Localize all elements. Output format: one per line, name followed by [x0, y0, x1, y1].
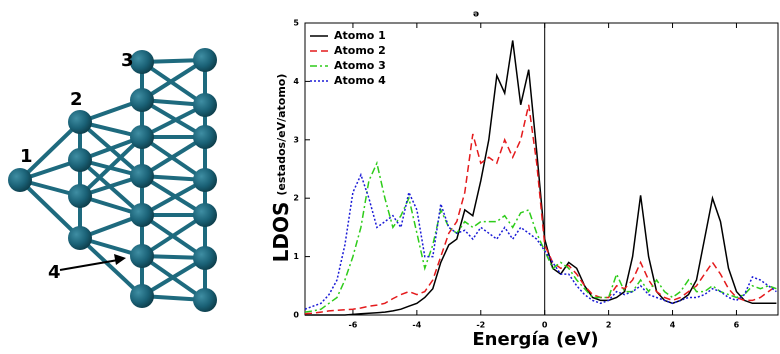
x-tick-label: 4	[670, 321, 676, 330]
y-axis-label-main: LDOS	[269, 202, 293, 263]
x-tick-label: -6	[348, 321, 357, 330]
series-line	[305, 163, 776, 312]
annotation: ə	[473, 10, 479, 20]
atom	[68, 148, 92, 172]
atom	[193, 125, 217, 149]
legend-label: Atomo 2	[334, 44, 386, 57]
y-axis-label-unit: (estados/eV/atomo)	[275, 74, 288, 196]
x-tick-label: 2	[606, 321, 612, 330]
atom	[68, 110, 92, 134]
atom	[130, 50, 154, 74]
atom	[193, 288, 217, 312]
page: 1 2 3 4 ə-6-4-20246012345Energía (eV)LDO…	[0, 0, 780, 354]
atom-label: 1	[20, 146, 33, 167]
y-tick-label: 4	[293, 77, 299, 86]
y-tick-label: 3	[293, 135, 299, 144]
cluster-diagram	[8, 48, 217, 312]
y-tick-label: 1	[293, 252, 299, 261]
y-axis-label: LDOS (estados/eV/atomo)	[269, 74, 293, 263]
atom	[193, 48, 217, 72]
y-tick-label: 0	[293, 311, 299, 320]
atom	[193, 246, 217, 270]
atom-label: 3	[121, 50, 134, 71]
atom	[8, 168, 32, 192]
atom	[68, 184, 92, 208]
legend-label: Atomo 3	[334, 59, 386, 72]
series-line	[305, 105, 776, 314]
x-tick-label: 6	[734, 321, 740, 330]
atom	[130, 125, 154, 149]
legend-label: Atomo 4	[334, 74, 386, 87]
atom	[130, 88, 154, 112]
x-tick-label: -4	[412, 321, 421, 330]
atom-label: 4	[48, 262, 61, 283]
atom	[193, 203, 217, 227]
atom	[68, 226, 92, 250]
atom	[130, 244, 154, 268]
atom	[130, 164, 154, 188]
atom	[130, 203, 154, 227]
atom-label: 2	[70, 89, 83, 110]
atom	[193, 168, 217, 192]
y-tick-label: 5	[293, 19, 299, 28]
arrow-head	[114, 254, 126, 265]
atom	[193, 93, 217, 117]
atom	[130, 284, 154, 308]
legend-label: Atomo 1	[334, 29, 386, 42]
x-axis-label: Energía (eV)	[472, 329, 598, 350]
y-tick-label: 2	[293, 194, 299, 203]
